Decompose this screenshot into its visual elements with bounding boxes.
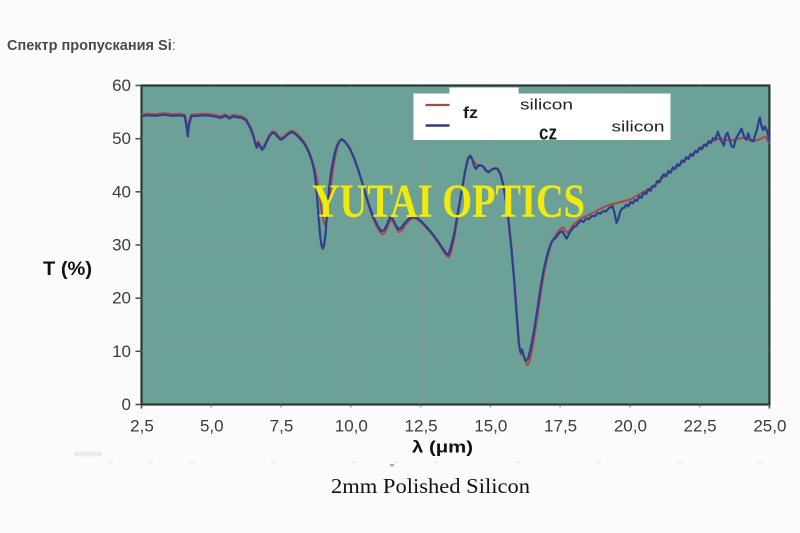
svg-text:silicon: silicon <box>612 119 665 136</box>
svg-text:7,5: 7,5 <box>270 417 294 436</box>
svg-text:λ (μm): λ (μm) <box>412 438 473 457</box>
svg-text:0: 0 <box>122 395 131 414</box>
svg-text:T (%): T (%) <box>43 259 92 280</box>
svg-text:20,0: 20,0 <box>614 417 647 436</box>
svg-text:15,0: 15,0 <box>474 417 507 436</box>
svg-text:10,0: 10,0 <box>335 417 368 436</box>
svg-text:30: 30 <box>112 236 131 255</box>
svg-text:silicon: silicon <box>520 97 573 114</box>
svg-text:40: 40 <box>112 182 131 201</box>
svg-text:2mm Polished Silicon: 2mm Polished Silicon <box>331 474 530 498</box>
svg-text:12,5: 12,5 <box>405 417 438 436</box>
svg-text:cz: cz <box>539 123 557 145</box>
svg-text:fz: fz <box>463 105 478 122</box>
svg-text:22,5: 22,5 <box>684 417 717 436</box>
svg-text:17,5: 17,5 <box>544 417 577 436</box>
svg-text:2,5: 2,5 <box>130 417 154 436</box>
svg-text:20: 20 <box>112 289 131 308</box>
svg-text:10: 10 <box>112 342 131 361</box>
svg-text:50: 50 <box>112 129 131 148</box>
svg-text:5,0: 5,0 <box>200 417 224 436</box>
svg-text:YUTAI OPTICS: YUTAI OPTICS <box>312 175 585 228</box>
svg-text:25,0: 25,0 <box>753 417 786 436</box>
svg-text:60: 60 <box>112 76 131 95</box>
svg-text:Спектр пропускания Si:: Спектр пропускания Si: <box>7 38 176 54</box>
